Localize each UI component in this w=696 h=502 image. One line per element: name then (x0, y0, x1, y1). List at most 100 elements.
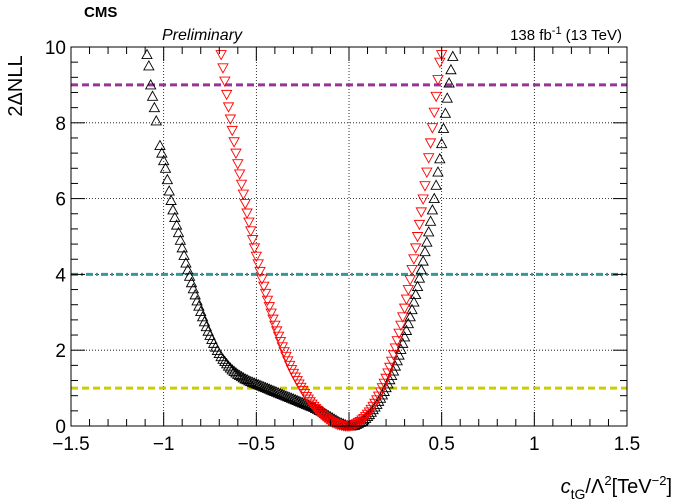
data-point (174, 234, 187, 245)
y-tick-label: 2 (55, 341, 66, 362)
data-point (159, 162, 172, 173)
data-point (437, 122, 450, 133)
data-point (432, 166, 444, 177)
data-point (257, 281, 270, 293)
data-point (272, 331, 285, 343)
data-point (404, 275, 416, 286)
data-point (154, 139, 166, 150)
data-point (224, 362, 237, 373)
data-point (411, 280, 424, 291)
data-point (148, 101, 161, 113)
data-point (248, 243, 261, 254)
data-point (389, 360, 402, 371)
x-tick-label: 0.5 (428, 434, 454, 455)
data-point (311, 406, 324, 417)
data-point (424, 138, 437, 149)
axis-ticks (70, 46, 628, 427)
data-point (326, 417, 339, 429)
data-point (170, 219, 183, 230)
y-tick-label: 6 (55, 190, 66, 211)
data-point (430, 179, 442, 190)
data-point (243, 217, 255, 229)
data-point (359, 412, 372, 423)
data-point (252, 259, 264, 270)
data-point (146, 90, 159, 101)
data-point (391, 336, 403, 347)
data-point (421, 236, 433, 247)
x-tick-label: −1.5 (52, 434, 90, 455)
data-point (200, 320, 213, 332)
data-point (443, 77, 455, 88)
data-point (274, 337, 287, 348)
data-point (415, 263, 428, 275)
data-point (259, 288, 272, 300)
data-point (228, 137, 240, 148)
data-point (254, 266, 266, 278)
data-point (408, 254, 420, 265)
data-point (417, 194, 429, 205)
data-point (428, 107, 441, 119)
data-point (143, 60, 155, 71)
y-tick-label: 0 (55, 417, 66, 438)
data-point (434, 57, 446, 69)
data-point (222, 360, 235, 371)
status-label: Preliminary (162, 27, 243, 44)
data-point (181, 263, 194, 275)
x-axis-title: ctG/Λ2[TeV−2] (561, 473, 672, 502)
data-series (141, 48, 459, 432)
data-point (144, 78, 157, 90)
data-point (396, 312, 409, 323)
data-point (411, 232, 424, 243)
data-point (430, 91, 442, 103)
data-point (395, 320, 407, 332)
reference-lines (71, 83, 627, 390)
data-point (356, 415, 368, 426)
data-point (224, 114, 237, 125)
data-point (441, 92, 453, 103)
data-point (424, 215, 437, 226)
lumi-label: 138 fb-1 (13 TeV) (510, 25, 622, 44)
data-point (409, 288, 422, 299)
data-point (256, 274, 268, 285)
x-tick-label: 1.5 (614, 434, 640, 455)
data-point (361, 409, 374, 421)
data-point (246, 235, 259, 246)
data-point (309, 404, 322, 415)
data-point (185, 276, 198, 288)
data-point (270, 326, 283, 337)
data-point (163, 185, 175, 196)
data-point (237, 189, 250, 200)
data-point (180, 257, 192, 268)
data-point (324, 416, 337, 427)
data-point (141, 48, 153, 60)
data-point (434, 152, 446, 164)
experiment-label: CMS (84, 4, 117, 21)
data-point (413, 272, 426, 283)
data-point (233, 169, 246, 180)
data-point (220, 89, 233, 101)
data-point (156, 147, 168, 158)
data-point (417, 255, 429, 266)
data-point (219, 76, 231, 88)
data-point (389, 343, 402, 354)
data-point (398, 303, 411, 315)
data-point (222, 102, 235, 113)
data-point (226, 125, 239, 137)
data-point (165, 194, 177, 205)
data-point (422, 226, 435, 237)
data-point (406, 303, 418, 315)
data-point (402, 317, 415, 329)
data-point (167, 204, 179, 215)
data-point (250, 251, 263, 263)
data-point (393, 349, 405, 360)
data-point (157, 154, 170, 166)
data-point (161, 173, 174, 185)
data-point (176, 241, 188, 253)
data-point (269, 320, 281, 332)
data-point (413, 219, 426, 231)
data-point (217, 63, 229, 74)
data-point (408, 296, 420, 307)
y-tick-label: 4 (55, 265, 66, 286)
data-point (245, 226, 257, 237)
